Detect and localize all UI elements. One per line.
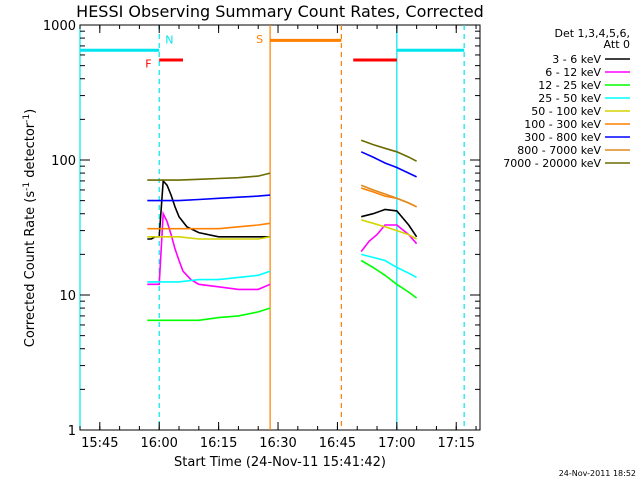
y-tick-label-3: 100 bbox=[51, 154, 76, 169]
series-line-3-seg-1 bbox=[147, 307, 271, 322]
footer-date: 24-Nov-2011 18:52 bbox=[559, 469, 636, 478]
series-line-5-seg-2 bbox=[360, 219, 417, 240]
x-tick-label-2: 16:00 bbox=[140, 436, 177, 451]
y-axis-title-sup1: -1 bbox=[22, 182, 32, 191]
x-tick-label-3: 16:15 bbox=[200, 436, 237, 451]
legend-label-4: 25 - 50 keV bbox=[538, 92, 601, 105]
series-layer bbox=[147, 139, 418, 322]
legend-label-1: 3 - 6 keV bbox=[552, 53, 601, 66]
series-line-7-seg-1 bbox=[147, 194, 271, 202]
x-axis-title: Start Time (24-Nov-11 15:41:42) bbox=[174, 455, 386, 470]
flag-label-n: N bbox=[165, 34, 173, 47]
legend-header-2: Att 0 bbox=[604, 38, 630, 51]
y-axis-title: Corrected Count Rate (s-1 detector-1) bbox=[22, 109, 38, 347]
series-line-4-seg-1 bbox=[147, 270, 271, 283]
y-tick-label-1: 1 bbox=[68, 424, 76, 439]
series-line-1-seg-1 bbox=[147, 178, 271, 240]
x-tick-label-4: 16:30 bbox=[259, 436, 296, 451]
flag-label-s: S bbox=[256, 33, 263, 46]
legend-label-7: 300 - 800 keV bbox=[524, 131, 601, 144]
series-line-8-seg-1 bbox=[360, 184, 417, 208]
x-axis: 15:45 16:00 16:15 16:30 16:45 17:00 17:15 bbox=[79, 25, 477, 451]
x-tick-label-6: 17:00 bbox=[378, 436, 415, 451]
x-tick-label-7: 17:15 bbox=[438, 436, 475, 451]
plot-area bbox=[79, 24, 481, 431]
x-tick-label-1: 15:45 bbox=[81, 436, 118, 451]
series-line-4-seg-2 bbox=[361, 253, 417, 279]
flag-label-f: F bbox=[145, 57, 151, 70]
y-tick-label-2: 10 bbox=[59, 289, 76, 304]
series-line-9-seg-1 bbox=[147, 172, 271, 181]
y-axis-title-end: ) bbox=[23, 109, 38, 114]
x-tick-label-5: 16:45 bbox=[319, 436, 356, 451]
series-line-2-seg-2 bbox=[360, 224, 418, 252]
y-axis-title-sup2: -1 bbox=[22, 114, 32, 123]
legend-label-9: 7000 - 20000 keV bbox=[503, 157, 601, 170]
series-line-7-seg-2 bbox=[360, 151, 417, 178]
legend-label-2: 6 - 12 keV bbox=[545, 66, 601, 79]
legend-label-8: 800 - 7000 keV bbox=[517, 144, 601, 157]
vertical-lines bbox=[79, 25, 465, 430]
y-axis: 1 10 100 1000 bbox=[43, 19, 480, 439]
legend-header-1: Det 1,3,4,5,6, bbox=[554, 27, 630, 40]
y-tick-label-4: 1000 bbox=[43, 19, 76, 34]
series-line-6-seg-1 bbox=[147, 222, 271, 230]
series-line-3-seg-2 bbox=[360, 259, 418, 299]
y-axis-title-mid: detector bbox=[23, 122, 38, 182]
flag-bars: N F S bbox=[80, 33, 465, 70]
plot-frame bbox=[79, 24, 481, 431]
series-line-9-seg-2 bbox=[360, 139, 417, 162]
y-axis-title-main: Corrected Count Rate (s bbox=[23, 191, 38, 348]
legend-label-6: 100 - 300 keV bbox=[524, 118, 601, 131]
series-line-6-seg-2 bbox=[360, 187, 417, 208]
series-line-2-seg-1 bbox=[147, 210, 271, 291]
legend-label-5: 50 - 100 keV bbox=[531, 105, 601, 118]
series-line-5-seg-1 bbox=[147, 236, 271, 240]
series-line-1-seg-2 bbox=[361, 208, 418, 238]
legend-label-3: 12 - 25 keV bbox=[538, 79, 601, 92]
chart-title: HESSI Observing Summary Count Rates, Cor… bbox=[76, 2, 484, 21]
